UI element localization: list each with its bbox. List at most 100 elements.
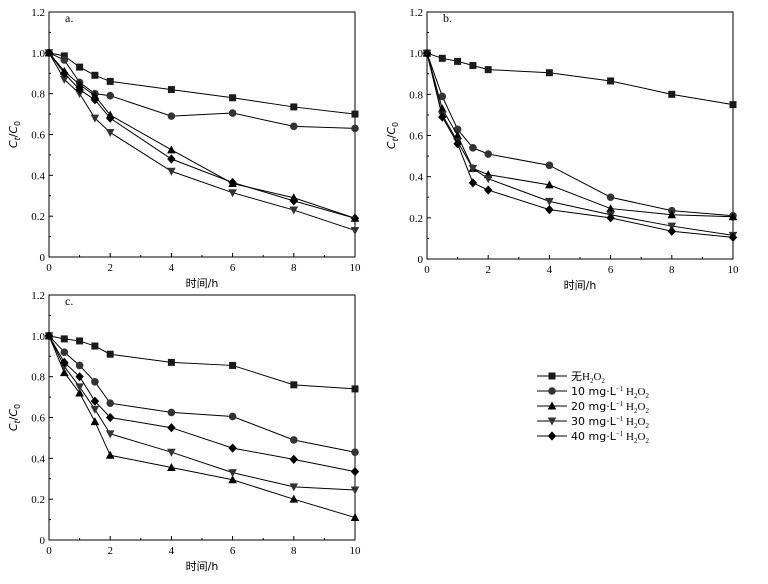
- y-tick-label: 0.2: [31, 494, 45, 506]
- data-point: [289, 196, 298, 206]
- x-axis-label: 时间/h: [186, 277, 219, 290]
- data-point: [454, 57, 462, 65]
- data-point: [167, 463, 176, 472]
- data-point: [484, 150, 493, 158]
- data-point: [289, 483, 299, 492]
- data-point: [728, 232, 738, 242]
- data-point: [60, 68, 69, 78]
- series-line: [48, 335, 356, 519]
- legend-item: 30 mg·L−1 H2O2: [537, 415, 649, 430]
- chart-panel-2: 0 2 4 6 8 10 0 0.2 0.4 0.6 0.8 1.0 1.2 b. 时间/h Ct/C0: [385, 7, 739, 292]
- data-point: [350, 486, 360, 495]
- legend-marker: [548, 387, 556, 395]
- data-point: [75, 79, 84, 88]
- y-axis-label: Ct/C0: [7, 404, 22, 431]
- data-point: [351, 385, 359, 393]
- data-point: [106, 399, 114, 408]
- legend-label: 无H2O2: [571, 370, 605, 385]
- y-tick-label: 1.0: [31, 331, 45, 343]
- data-point: [290, 381, 298, 389]
- y-tick-label: 0.6: [409, 131, 423, 143]
- data-point: [75, 388, 84, 397]
- data-point: [60, 348, 69, 356]
- chart-panel-3: 0 2 4 6 8 10 0 0.2 0.4 0.6 0.8 1.0 1.2 c. 时间/h Ct/C0: [7, 290, 361, 573]
- series-line: [426, 53, 734, 218]
- data-point: [106, 77, 114, 85]
- data-point: [167, 167, 176, 176]
- panel-label: b.: [443, 11, 452, 25]
- data-point: [60, 75, 69, 84]
- legend-marker: [547, 401, 557, 410]
- data-point: [290, 122, 298, 131]
- legend-item: 20 mg·L−1 H2O2: [537, 400, 649, 415]
- data-point: [667, 222, 677, 231]
- x-tick-label: 6: [230, 262, 236, 274]
- data-point: [105, 430, 115, 439]
- data-point: [75, 361, 84, 370]
- y-tick-label: 1.2: [409, 7, 423, 19]
- data-point: [75, 84, 84, 95]
- panel-label: a.: [65, 11, 73, 25]
- series-diamond: [44, 331, 360, 477]
- series-line: [48, 335, 356, 453]
- legend-label: 30 mg·L−1 H2O2: [571, 415, 649, 430]
- data-point: [545, 161, 554, 170]
- y-tick-label: 0.4: [31, 453, 45, 465]
- data-point: [483, 175, 493, 184]
- data-point: [668, 90, 676, 98]
- panel-label: c.: [65, 294, 73, 308]
- y-tick-label: 0: [418, 254, 424, 266]
- data-point: [228, 189, 237, 198]
- x-tick-label: 10: [728, 264, 740, 276]
- y-tick-label: 0: [40, 535, 46, 547]
- data-point: [228, 177, 237, 188]
- y-axis-label: Ct/C0: [7, 121, 22, 148]
- y-tick-label: 0.8: [31, 372, 45, 384]
- legend-marker: [547, 431, 557, 441]
- series-line: [48, 52, 356, 231]
- data-point: [106, 412, 115, 423]
- data-point: [545, 69, 553, 77]
- data-point: [167, 86, 175, 94]
- x-tick-label: 10: [350, 262, 362, 274]
- data-point: [60, 335, 68, 343]
- data-point: [167, 145, 176, 154]
- series-triangle-down: [44, 49, 360, 235]
- y-axis-label: Ct/C0: [385, 122, 400, 149]
- data-point: [228, 475, 237, 484]
- x-tick-label: 4: [169, 262, 175, 274]
- data-point: [438, 112, 447, 122]
- data-point: [545, 197, 554, 206]
- data-point: [60, 56, 69, 64]
- series-square: [45, 49, 359, 118]
- y-tick-label: 1.0: [31, 48, 45, 60]
- data-point: [228, 469, 237, 478]
- data-point: [90, 417, 100, 426]
- series-line: [426, 52, 734, 217]
- plot-frame: [48, 11, 356, 258]
- series-line: [426, 52, 734, 106]
- data-point: [75, 383, 84, 392]
- x-tick-label: 4: [547, 264, 553, 276]
- y-tick-label: 0.2: [409, 213, 423, 225]
- data-point: [90, 405, 100, 414]
- data-point: [91, 342, 99, 350]
- data-point: [90, 114, 100, 123]
- y-tick-label: 0.4: [409, 172, 423, 184]
- x-tick-label: 2: [107, 262, 113, 274]
- x-tick-label: 2: [485, 264, 491, 276]
- data-point: [167, 423, 176, 433]
- data-point: [60, 52, 68, 60]
- x-tick-label: 4: [169, 545, 175, 557]
- data-point: [167, 448, 176, 457]
- data-point: [167, 154, 176, 164]
- y-tick-label: 0.6: [31, 413, 45, 425]
- data-point: [484, 185, 493, 195]
- series-triangle-up: [422, 48, 738, 221]
- x-tick-label: 6: [230, 545, 236, 557]
- x-tick-label: 8: [291, 262, 297, 274]
- series-triangle-down: [422, 49, 738, 240]
- data-point: [229, 361, 237, 369]
- data-point: [350, 226, 360, 235]
